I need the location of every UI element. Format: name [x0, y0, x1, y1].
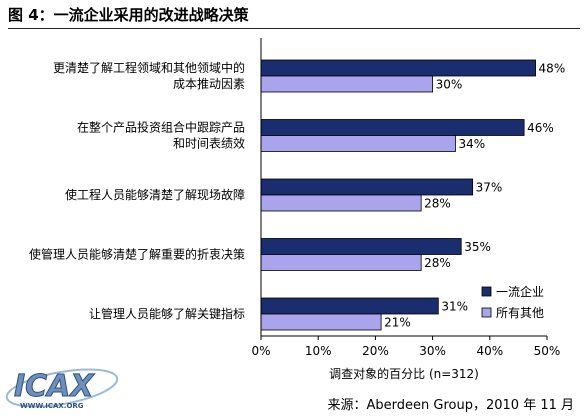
data-label-1-2: 46%: [527, 121, 554, 135]
x-tick-label-1: 0%: [251, 344, 270, 358]
data-label-2-5: 21%: [384, 316, 411, 330]
svg-text:ICAX: ICAX: [14, 369, 95, 404]
data-label-2-1: 30%: [436, 78, 463, 92]
x-tick-label-5: 40%: [476, 344, 503, 358]
legend-label-2: 所有其他: [496, 306, 544, 320]
x-tick-label-6: 50%: [534, 344, 561, 358]
data-labels-layer: 48% 30% 46% 34% 37% 28% 35% 28% 31% 21%: [384, 62, 565, 330]
title-divider: [8, 28, 580, 29]
bar-1-2: [260, 119, 525, 136]
legend-swatch-2: [481, 307, 492, 318]
category-labels-layer: 更清楚了解工程领域和其他领域中的成本推动因素在整个产品投资组合中跟踪产品和时间表…: [29, 60, 245, 321]
bar-1-4: [260, 238, 462, 255]
bar-2-4: [260, 254, 422, 271]
x-tick-label-2: 10%: [305, 344, 332, 358]
icax-logo: ICAX WWW.ICAX.ORG: [5, 368, 119, 410]
category-label-3: 使工程人员能够清楚了解现场故障: [65, 187, 245, 202]
legend-label-1: 一流企业: [496, 284, 544, 299]
bar-1-1: [260, 59, 536, 77]
data-label-1-1: 48%: [539, 62, 566, 76]
category-label-4: 使管理人员能够清楚了解重要的折衷决策: [29, 247, 245, 262]
bar-2-3: [260, 194, 422, 212]
category-label-5: 让管理人员能够了解关键指标: [89, 306, 245, 321]
x-tick-label-4: 30%: [419, 344, 446, 358]
bar-1-3: [260, 178, 474, 196]
data-label-1-3: 37%: [476, 181, 503, 195]
data-label-2-4: 28%: [424, 256, 451, 270]
source-note: 来源：Aberdeen Group，2010 年 11 月: [327, 398, 574, 413]
x-tick-label-3: 20%: [362, 344, 389, 358]
bar-1-5: [260, 297, 439, 315]
data-label-1-4: 35%: [464, 240, 491, 254]
category-label-2-line-1: 在整个产品投资组合中跟踪产品: [77, 120, 245, 135]
bars-layer: [260, 59, 536, 331]
category-label-2-line-2: 和时间表绩效: [173, 136, 245, 151]
bar-2-1: [260, 75, 434, 93]
data-label-2-2: 34%: [458, 137, 485, 151]
legend-swatch-1: [481, 286, 492, 297]
svg-text:WWW.ICAX.ORG: WWW.ICAX.ORG: [20, 402, 84, 410]
x-axis: 0% 10% 20% 30% 40% 50% 调查对象的百分比 (n=312): [251, 38, 560, 381]
data-label-1-5: 31%: [441, 300, 468, 314]
data-label-2-3: 28%: [424, 197, 451, 211]
category-label-1-line-2: 成本推动因素: [173, 77, 245, 91]
figure-title: 图 4：一流企业采用的改进战略决策: [8, 6, 249, 24]
category-label-1-line-1: 更清楚了解工程领域和其他领域中的: [53, 60, 245, 75]
bar-2-2: [260, 135, 456, 152]
bar-2-5: [260, 313, 382, 331]
x-axis-label: 调查对象的百分比 (n=312): [329, 366, 479, 381]
